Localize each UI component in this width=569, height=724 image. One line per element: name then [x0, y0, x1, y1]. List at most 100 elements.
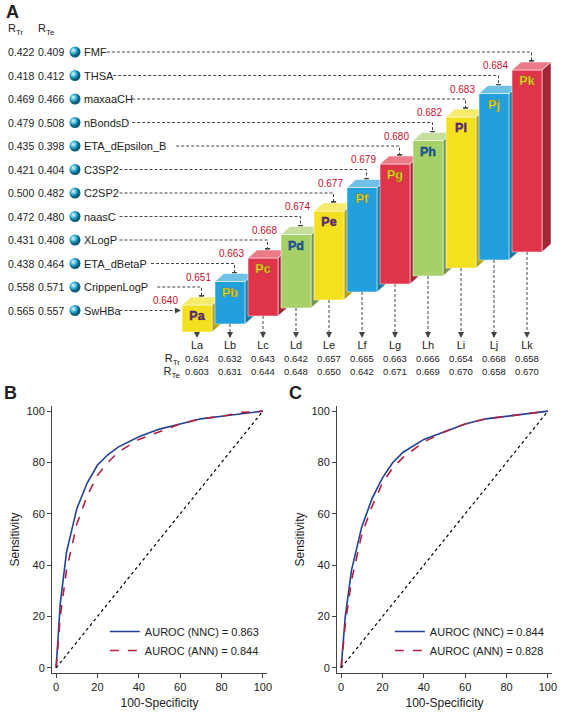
svg-text:0.469: 0.469 [8, 93, 34, 105]
svg-text:AUROC (ANN) = 0.844: AUROC (ANN) = 0.844 [145, 645, 258, 657]
svg-text:0.418: 0.418 [8, 70, 34, 82]
svg-text:Lc: Lc [257, 339, 269, 351]
svg-text:0.670: 0.670 [449, 366, 473, 377]
svg-text:0.658: 0.658 [515, 353, 539, 364]
svg-text:Ld: Ld [290, 339, 302, 351]
svg-text:0.640: 0.640 [153, 295, 178, 306]
svg-text:A: A [6, 2, 19, 22]
svg-text:0.404: 0.404 [38, 164, 64, 176]
svg-text:20: 20 [33, 610, 45, 622]
svg-text:Pg: Pg [387, 168, 403, 182]
svg-text:60: 60 [318, 508, 330, 520]
svg-text:20: 20 [318, 610, 330, 622]
svg-text:Pk: Pk [519, 74, 534, 88]
svg-text:0: 0 [39, 662, 45, 674]
svg-text:Ph: Ph [420, 145, 436, 159]
svg-text:RTe: RTe [38, 22, 55, 37]
svg-text:80: 80 [500, 681, 512, 693]
svg-text:0.558: 0.558 [8, 281, 34, 293]
svg-text:Sensitivity: Sensitivity [293, 512, 307, 566]
svg-text:Pb: Pb [222, 286, 238, 300]
svg-text:0: 0 [338, 681, 344, 693]
svg-text:0.666: 0.666 [416, 353, 440, 364]
svg-text:0.642: 0.642 [350, 366, 374, 377]
svg-text:0.663: 0.663 [383, 353, 407, 364]
svg-text:0.670: 0.670 [515, 366, 539, 377]
svg-text:0.668: 0.668 [482, 353, 506, 364]
svg-text:Pd: Pd [288, 239, 304, 253]
svg-text:0.669: 0.669 [416, 366, 440, 377]
svg-text:100-Specificity: 100-Specificity [405, 696, 483, 710]
svg-text:0.464: 0.464 [38, 258, 64, 270]
svg-text:Pe: Pe [321, 215, 336, 229]
svg-text:60: 60 [33, 508, 45, 520]
svg-text:0.398: 0.398 [38, 140, 64, 152]
svg-text:CrippenLogP: CrippenLogP [84, 281, 148, 293]
svg-text:Lk: Lk [521, 339, 533, 351]
svg-text:Lg: Lg [389, 339, 401, 351]
svg-text:Lh: Lh [422, 339, 434, 351]
svg-text:0.409: 0.409 [38, 46, 64, 58]
svg-text:AUROC (NNC) = 0.863: AUROC (NNC) = 0.863 [145, 626, 259, 638]
svg-text:0: 0 [324, 662, 330, 674]
svg-text:0.466: 0.466 [38, 93, 64, 105]
svg-text:0.408: 0.408 [38, 234, 64, 246]
svg-text:Sensitivity: Sensitivity [8, 512, 22, 566]
svg-text:0.500: 0.500 [8, 187, 34, 199]
svg-text:100: 100 [539, 681, 557, 693]
svg-text:0.663: 0.663 [219, 248, 244, 259]
svg-text:0.421: 0.421 [8, 164, 34, 176]
svg-text:0.508: 0.508 [38, 117, 64, 129]
svg-text:naasC: naasC [84, 211, 116, 223]
svg-text:100-Specificity: 100-Specificity [120, 696, 198, 710]
svg-text:0.684: 0.684 [483, 60, 508, 71]
svg-text:40: 40 [133, 681, 145, 693]
svg-text:20: 20 [91, 681, 103, 693]
svg-text:0.643: 0.643 [251, 353, 275, 364]
svg-text:Li: Li [457, 339, 466, 351]
svg-text:0.603: 0.603 [185, 366, 209, 377]
svg-text:0.565: 0.565 [8, 305, 34, 317]
svg-text:0.671: 0.671 [383, 366, 407, 377]
svg-text:Pa: Pa [189, 309, 205, 323]
svg-text:nBondsD: nBondsD [84, 117, 129, 129]
svg-text:0.480: 0.480 [38, 211, 64, 223]
svg-text:40: 40 [33, 559, 45, 571]
svg-text:0.472: 0.472 [8, 211, 34, 223]
svg-text:100: 100 [26, 405, 44, 417]
svg-text:0.648: 0.648 [284, 366, 308, 377]
svg-text:Lj: Lj [490, 339, 499, 351]
svg-text:THSA: THSA [84, 70, 114, 82]
svg-text:20: 20 [376, 681, 388, 693]
svg-text:80: 80 [215, 681, 227, 693]
svg-text:0.557: 0.557 [38, 305, 64, 317]
svg-text:0.644: 0.644 [251, 366, 275, 377]
svg-text:RTr: RTr [8, 22, 24, 37]
svg-text:0.482: 0.482 [38, 187, 64, 199]
svg-text:80: 80 [33, 456, 45, 468]
svg-text:0.632: 0.632 [218, 353, 242, 364]
svg-text:0.438: 0.438 [8, 258, 34, 270]
svg-text:0.683: 0.683 [450, 84, 475, 95]
svg-text:0.422: 0.422 [8, 46, 34, 58]
svg-text:40: 40 [318, 559, 330, 571]
svg-text:Pf: Pf [356, 192, 369, 206]
svg-text:C2SP2: C2SP2 [84, 187, 119, 199]
svg-text:C3SP2: C3SP2 [84, 164, 119, 176]
svg-text:0: 0 [53, 681, 59, 693]
svg-text:60: 60 [174, 681, 186, 693]
svg-text:AUROC (ANN) = 0.828: AUROC (ANN) = 0.828 [430, 645, 543, 657]
svg-text:100: 100 [311, 405, 329, 417]
svg-text:ETA_dBetaP: ETA_dBetaP [84, 258, 147, 270]
svg-text:Pj: Pj [488, 98, 500, 112]
svg-text:0.435: 0.435 [8, 140, 34, 152]
svg-text:0.677: 0.677 [318, 178, 343, 189]
svg-text:La: La [191, 339, 204, 351]
svg-text:0.651: 0.651 [186, 272, 211, 283]
svg-text:80: 80 [318, 456, 330, 468]
svg-text:0.674: 0.674 [285, 201, 310, 212]
svg-text:0.668: 0.668 [252, 225, 277, 236]
svg-text:0.631: 0.631 [218, 366, 242, 377]
svg-text:0.624: 0.624 [185, 353, 209, 364]
svg-text:FMF: FMF [84, 46, 107, 58]
